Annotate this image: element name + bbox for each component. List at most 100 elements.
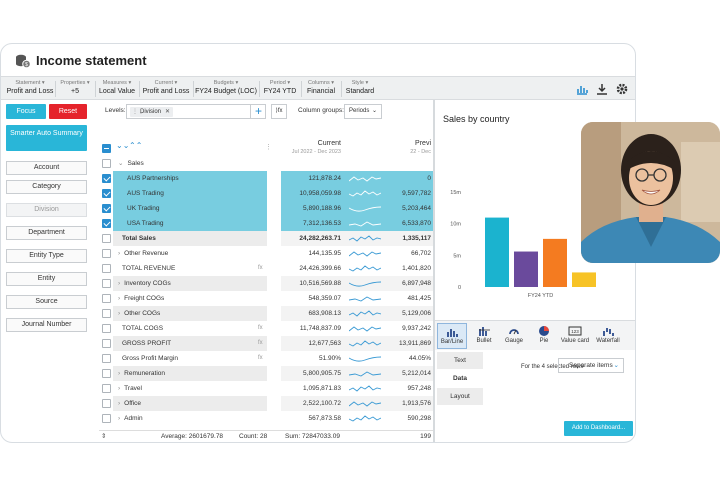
row-checkbox[interactable] <box>102 309 111 318</box>
row-checkbox[interactable] <box>102 234 111 243</box>
table-row[interactable]: › Office 2,522,100.72 1,913,576 <box>99 396 433 411</box>
table-row[interactable]: TOTAL REVENUE fx 24,426,399.66 1,401,820 <box>99 261 433 276</box>
column-groups-select[interactable]: Periods ⌄ <box>344 104 382 119</box>
row-checkbox[interactable] <box>102 384 111 393</box>
gear-icon[interactable] <box>615 82 629 96</box>
statement-selector[interactable]: Statement ▾ Profit and Loss <box>5 80 55 95</box>
table-row[interactable]: › Other COGs 683,908.13 5,129,006 <box>99 306 433 321</box>
levels-label: Levels: <box>105 107 126 114</box>
dimension-entity[interactable]: Entity <box>6 272 87 286</box>
focus-button[interactable]: Focus <box>6 104 46 119</box>
tab-text[interactable]: Text <box>437 352 483 369</box>
row-checkbox[interactable] <box>102 249 111 258</box>
table-row[interactable]: › Travel 1,095,871.83 957,248 <box>99 381 433 396</box>
row-checkbox[interactable] <box>102 219 111 228</box>
row-checkbox[interactable] <box>102 369 111 378</box>
measures-selector[interactable]: Measures ▾ Local Value <box>97 80 137 95</box>
row-current-value: 7,312,136.53 <box>303 220 341 227</box>
table-row[interactable]: GROSS PROFIT fx 12,677,563 13,911,869 <box>99 336 433 351</box>
dimension-department[interactable]: Department <box>6 226 87 240</box>
table-row[interactable]: › Freight COGs 548,359.07 481,425 <box>99 291 433 306</box>
row-checkbox[interactable] <box>102 174 111 183</box>
column-resize-icon[interactable]: ⋮ <box>265 144 272 151</box>
tab-data[interactable]: Data <box>437 370 483 387</box>
style-value: Standard <box>345 88 375 95</box>
row-checkbox[interactable] <box>102 159 111 168</box>
separate-items-select[interactable]: Separate items ⌄ <box>558 358 624 373</box>
chevron-right-icon[interactable]: › <box>118 400 121 407</box>
dimension-journal-number[interactable]: Journal Number <box>6 318 87 332</box>
sparkline <box>349 310 381 317</box>
properties-selector[interactable]: Properties ▾ +5 <box>56 80 94 95</box>
download-icon[interactable] <box>595 82 609 96</box>
row-checkbox[interactable] <box>102 264 111 273</box>
formula-button[interactable]: ⟩fx <box>271 104 287 119</box>
dimension-division[interactable]: Division <box>6 203 87 217</box>
formula-icon: fx <box>258 325 263 331</box>
table-row[interactable]: TOTAL COGS fx 11,748,837.09 9,937,242 <box>99 321 433 336</box>
chevron-down-icon[interactable]: ⌄ <box>118 160 124 167</box>
table-row[interactable]: Gross Profit Margin fx 51.90% 44.05% <box>99 351 433 366</box>
row-checkbox[interactable] <box>102 279 111 288</box>
row-checkbox[interactable] <box>102 399 111 408</box>
select-all-checkbox[interactable] <box>102 144 111 153</box>
table-row[interactable]: UK Trading 5,890,188.96 5,203,464 <box>99 201 433 216</box>
table-row[interactable]: › Remuneration 5,800,905.75 5,212,014 <box>99 366 433 381</box>
row-checkbox[interactable] <box>102 354 111 363</box>
dimension-category[interactable]: Category <box>6 180 87 194</box>
chevron-right-icon[interactable]: › <box>118 370 121 377</box>
chevron-right-icon[interactable]: › <box>118 250 121 257</box>
collapse-all-icon[interactable]: ⌃⌃ <box>129 141 143 150</box>
tab-value-card[interactable]: 123 Value card <box>559 323 591 349</box>
expand-all-icon[interactable]: ⌄⌄ <box>116 141 130 150</box>
splitter[interactable] <box>433 100 435 442</box>
dimension-source[interactable]: Source <box>6 295 87 309</box>
smarter-auto-summary-button[interactable]: Smarter Auto Summary <box>6 125 87 151</box>
col-prev-header[interactable]: Previ <box>415 140 431 147</box>
col-current-header[interactable]: Current <box>317 140 341 147</box>
y-tick-label: 10m <box>450 222 461 228</box>
row-label: Travel <box>124 385 142 392</box>
dimension-entity-type[interactable]: Entity Type <box>6 249 87 263</box>
table-row[interactable]: › Inventory COGs 10,516,569.88 6,897,948 <box>99 276 433 291</box>
table-row[interactable]: › Admin 567,873.58 590,298 <box>99 411 433 426</box>
table-row[interactable]: › Other Revenue 144,135.95 66,702 <box>99 246 433 261</box>
tab-gauge[interactable]: Gauge <box>499 323 529 349</box>
period-selector[interactable]: Period ▾ FY24 YTD <box>261 80 299 95</box>
tab-layout[interactable]: Layout <box>437 388 483 405</box>
row-checkbox[interactable] <box>102 204 111 213</box>
reset-button[interactable]: Reset <box>49 104 87 119</box>
close-icon[interactable]: ✕ <box>165 109 171 115</box>
table-row[interactable]: USA Trading 7,312,136.53 6,533,870 <box>99 216 433 231</box>
row-checkbox[interactable] <box>102 324 111 333</box>
tab-bullet[interactable]: Bullet <box>469 323 499 349</box>
table-row[interactable]: AUS Trading 10,958,059.98 9,597,782 <box>99 186 433 201</box>
division-chip[interactable]: ⋮⋮ Division ✕ <box>130 107 174 117</box>
chevron-right-icon[interactable]: › <box>118 385 121 392</box>
row-checkbox[interactable] <box>102 189 111 198</box>
table-row[interactable]: ⌄ Sales <box>99 156 433 171</box>
chevron-right-icon[interactable]: › <box>118 295 121 302</box>
columns-selector[interactable]: Columns ▾ Financial <box>303 80 339 95</box>
budgets-selector[interactable]: Budgets ▾ FY24 Budget (LOC) <box>195 80 257 95</box>
row-checkbox[interactable] <box>102 414 111 423</box>
scroll-icon[interactable]: ⇕ <box>101 433 107 440</box>
dimension-account[interactable]: Account <box>6 161 87 175</box>
tab-bar-line[interactable]: Bar/Line <box>437 323 467 349</box>
row-checkbox[interactable] <box>102 294 111 303</box>
chevron-right-icon[interactable]: › <box>118 415 121 422</box>
current-selector[interactable]: Current ▾ Profit and Loss <box>141 80 191 95</box>
chevron-right-icon[interactable]: › <box>118 280 121 287</box>
table-row[interactable]: Total Sales 24,282,263.71 1,335,117 <box>99 231 433 246</box>
levels-input[interactable]: ⋮⋮ Division ✕ <box>126 104 266 119</box>
tab-pie[interactable]: Pie <box>529 323 559 349</box>
table-row[interactable]: AUS Partnerships 121,878.24 0 <box>99 171 433 186</box>
row-checkbox[interactable] <box>102 339 111 348</box>
sparkline <box>349 206 381 212</box>
add-level-button[interactable]: + <box>250 104 266 119</box>
tab-waterfall[interactable]: Waterfall <box>593 323 623 349</box>
add-to-dashboard-button[interactable]: Add to Dashboard... <box>564 421 633 436</box>
style-selector[interactable]: Style ▾ Standard <box>343 80 377 95</box>
chart-icon[interactable] <box>575 82 589 96</box>
chevron-right-icon[interactable]: › <box>118 310 121 317</box>
